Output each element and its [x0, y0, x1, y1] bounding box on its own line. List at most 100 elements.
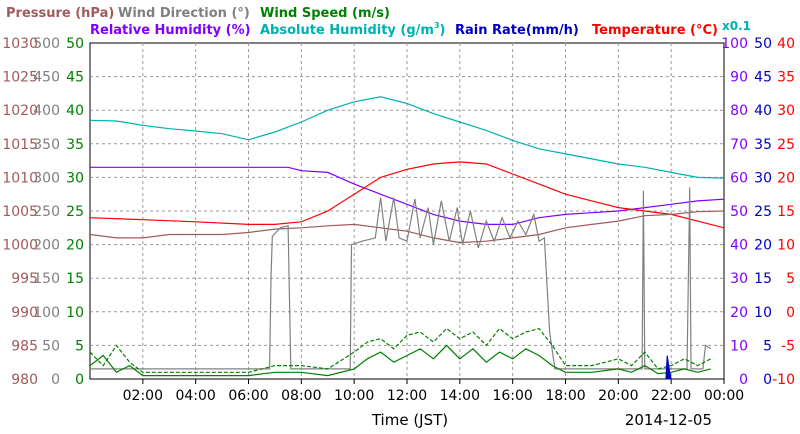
- tick-label-rain: 45: [754, 70, 772, 86]
- tick-label-wind-speed: 35: [66, 137, 84, 153]
- x-tick-label: 02:00: [123, 388, 163, 404]
- tick-label-pressure: 985: [11, 338, 38, 354]
- date-label: 2014-12-05: [625, 411, 712, 429]
- x-tick-label: 22:00: [651, 388, 691, 404]
- series-temp: [89, 161, 725, 229]
- legend-pressure: Pressure (hPa): [6, 6, 114, 21]
- tick-label-rain: 30: [754, 170, 772, 186]
- x-tick-label: 20:00: [598, 388, 638, 404]
- tick-label-rh: 70: [730, 137, 748, 153]
- tick-label-rain: 10: [754, 305, 772, 321]
- tick-label-wind-dir: 150: [33, 271, 60, 287]
- tick-label-pressure: 1000: [2, 238, 38, 254]
- tick-label-pressure: 1020: [2, 103, 38, 119]
- series-layer: [89, 96, 725, 380]
- tick-label-temp: 10: [777, 238, 795, 254]
- tick-label-temp: 5: [786, 271, 795, 287]
- tick-label-rh: 30: [730, 271, 748, 287]
- tick-label-wind-speed: 50: [66, 36, 84, 52]
- x-axis: 02:00 04:00 06:00 08:00 10:00 12:00 14:00 16:00…: [123, 379, 744, 404]
- tick-label-wind-speed: 10: [66, 305, 84, 321]
- legend-wind-direction: Wind Direction (°): [118, 6, 250, 21]
- tick-label-wind-dir: 500: [33, 36, 60, 52]
- tick-label-pressure: 990: [11, 305, 38, 321]
- tick-label-rain: 0: [763, 372, 772, 388]
- tick-label-wind-speed: 15: [66, 271, 84, 287]
- tick-label-wind-speed: 45: [66, 70, 84, 86]
- tick-label-rain: 15: [754, 271, 772, 287]
- tick-label-pressure: 1005: [2, 204, 38, 220]
- tick-label-wind-dir: 400: [33, 103, 60, 119]
- legend-absolute-humidity-scale: x0.1: [722, 19, 751, 33]
- x-tick-label: 12:00: [387, 388, 427, 404]
- tick-label-wind-dir: 350: [33, 137, 60, 153]
- tick-label-rain: 40: [754, 103, 772, 119]
- x-tick-label: 18:00: [545, 388, 585, 404]
- series-rain: [665, 355, 672, 380]
- tick-label-temp: -5: [781, 338, 795, 354]
- legend-absolute-humidity: Absolute Humidity (g/m3): [260, 21, 446, 38]
- tick-label-rh: 40: [730, 238, 748, 254]
- tick-label-wind-dir: 300: [33, 170, 60, 186]
- tick-label-rain: 25: [754, 204, 772, 220]
- legend-wind-speed: Wind Speed (m/s): [260, 6, 390, 21]
- tick-label-rh: 60: [730, 170, 748, 186]
- tick-label-wind-speed: 30: [66, 170, 84, 186]
- legend-rain-rate: Rain Rate(mm/h): [455, 23, 579, 38]
- tick-label-rh: 50: [730, 204, 748, 220]
- right-axes: 0102030405060708090100051015202530354045…: [721, 36, 795, 388]
- tick-label-pressure: 995: [11, 271, 38, 287]
- tick-label-rh: 0: [739, 372, 748, 388]
- tick-label-wind-dir: 200: [33, 238, 60, 254]
- tick-label-rain: 50: [754, 36, 772, 52]
- tick-label-rh: 90: [730, 70, 748, 86]
- tick-label-rh: 80: [730, 103, 748, 119]
- tick-label-rh: 10: [730, 338, 748, 354]
- x-tick-label: 16:00: [492, 388, 532, 404]
- x-tick-label: 10:00: [334, 388, 374, 404]
- legend-relative-humidity: Relative Humidity (%): [90, 23, 251, 38]
- tick-label-temp: 15: [777, 204, 795, 220]
- tick-label-rain: 20: [754, 238, 772, 254]
- tick-label-pressure: 1010: [2, 170, 38, 186]
- x-tick-label: 08:00: [281, 388, 321, 404]
- tick-label-temp: 25: [777, 137, 795, 153]
- tick-label-temp: 30: [777, 103, 795, 119]
- tick-label-wind-dir: 450: [33, 70, 60, 86]
- tick-label-temp: 0: [786, 305, 795, 321]
- tick-label-wind-speed: 20: [66, 238, 84, 254]
- legend: Pressure (hPa) Wind Direction (°) Wind S…: [6, 6, 751, 38]
- x-tick-label: 00:00: [704, 388, 744, 404]
- x-axis-title: Time (JST): [371, 411, 448, 429]
- tick-label-wind-dir: 100: [33, 305, 60, 321]
- tick-label-wind-speed: 0: [75, 372, 84, 388]
- tick-label-temp: 40: [777, 36, 795, 52]
- series-wind-gust: [89, 327, 712, 373]
- series-wind-speed: [89, 344, 711, 377]
- tick-label-temp: -10: [772, 372, 795, 388]
- tick-label-rain: 5: [763, 338, 772, 354]
- tick-label-rain: 35: [754, 137, 772, 153]
- tick-label-wind-speed: 25: [66, 204, 84, 220]
- tick-label-temp: 35: [777, 70, 795, 86]
- tick-label-pressure: 1025: [2, 70, 38, 86]
- tick-label-pressure: 1030: [2, 36, 38, 52]
- tick-label-pressure: 1015: [2, 137, 38, 153]
- left-axes: 9809859909951000100510101015102010251030…: [2, 36, 84, 388]
- tick-label-rh: 100: [721, 36, 748, 52]
- tick-label-wind-dir: 50: [42, 338, 60, 354]
- series-pressure: [89, 210, 725, 244]
- tick-label-rh: 20: [730, 305, 748, 321]
- x-tick-label: 06:00: [228, 388, 268, 404]
- series-ah: [89, 96, 725, 179]
- x-tick-label: 14:00: [440, 388, 480, 404]
- tick-label-wind-speed: 5: [75, 338, 84, 354]
- tick-label-wind-dir: 0: [51, 372, 60, 388]
- legend-temperature: Temperature (°C): [592, 23, 718, 38]
- series-wind-dir: [90, 187, 712, 370]
- tick-label-wind-speed: 40: [66, 103, 84, 119]
- x-tick-label: 04:00: [175, 388, 215, 404]
- tick-label-temp: 20: [777, 170, 795, 186]
- tick-label-wind-dir: 250: [33, 204, 60, 220]
